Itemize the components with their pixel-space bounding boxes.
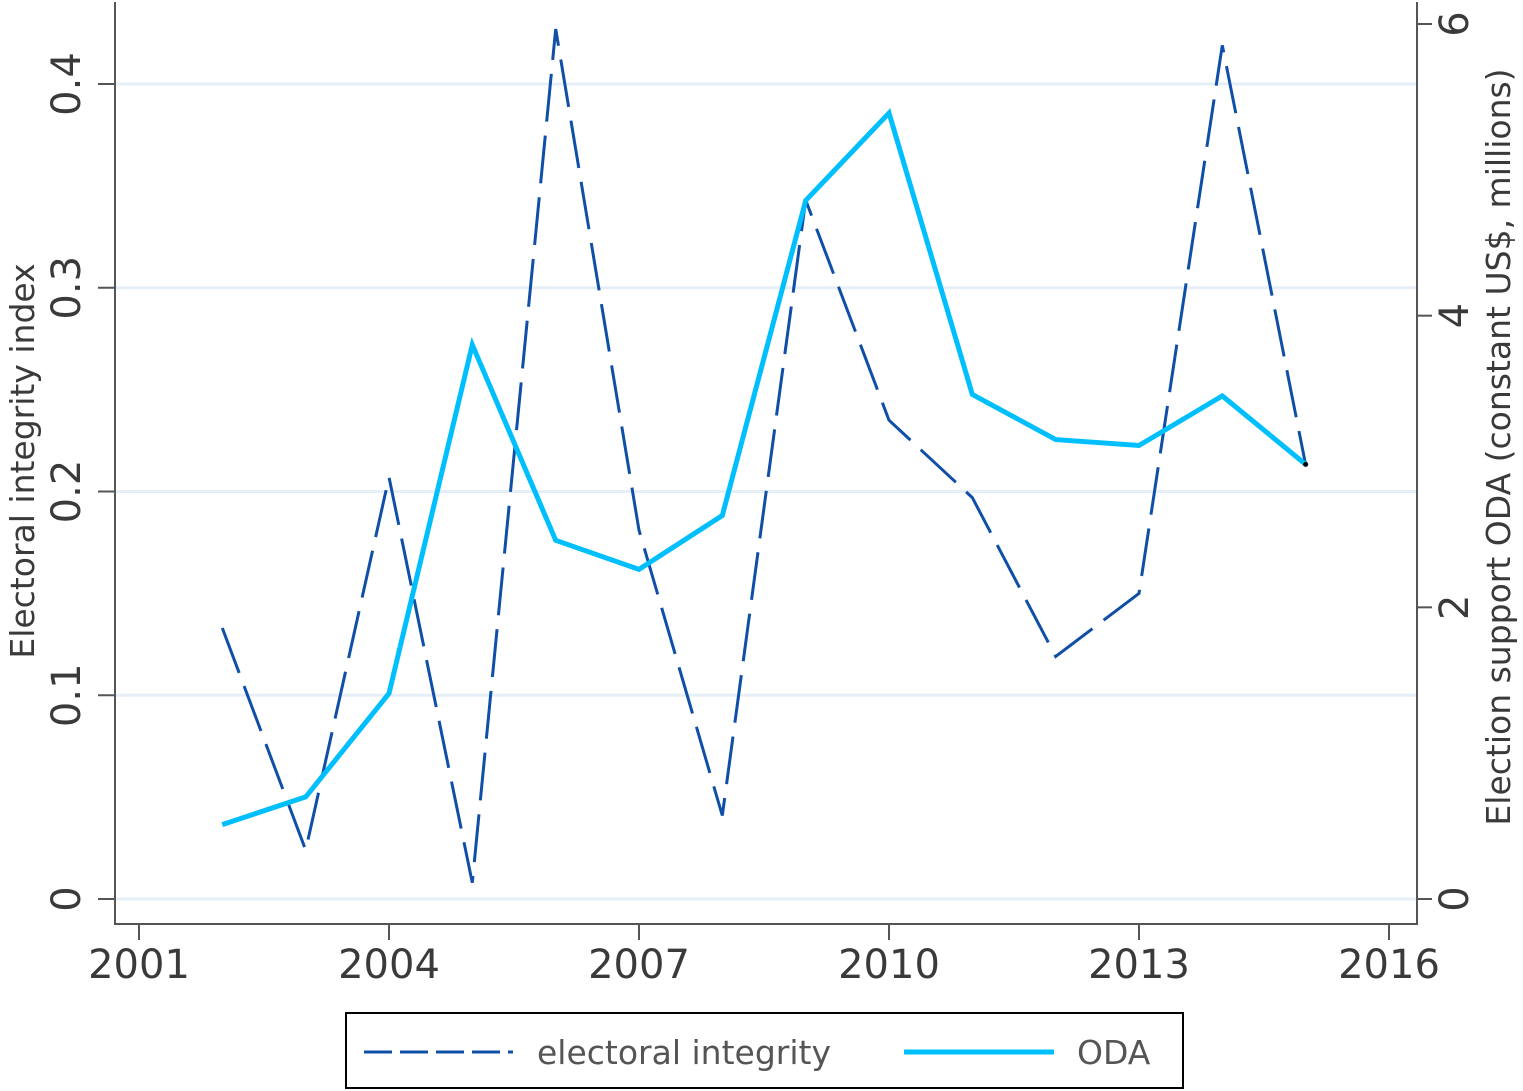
x-tick-label: 2013 (1088, 942, 1190, 988)
x-tick-label: 2004 (338, 942, 440, 988)
right-y-tick-label: 4 (1432, 303, 1478, 328)
left-y-tick-label: 0.3 (44, 256, 90, 320)
right-y-axis-ticks: 0 2 4 6 (1417, 11, 1478, 912)
x-tick-label: 2001 (88, 942, 190, 988)
left-y-axis-title: Electoral integrity index (3, 263, 42, 658)
axes (114, 2, 1418, 925)
right-y-tick-label: 6 (1432, 11, 1478, 36)
legend-label-electoral-integrity: electoral integrity (537, 1033, 831, 1072)
left-y-axis-ticks: 0 0.1 0.2 0.3 0.4 (44, 52, 115, 912)
legend: electoral integrity ODA (345, 1012, 1184, 1089)
right-y-tick-label: 2 (1432, 595, 1478, 620)
right-y-axis-title: Election support ODA (constant US$, mill… (1479, 68, 1518, 825)
x-axis-ticks: 2001 2004 2007 2010 2013 2016 (88, 924, 1440, 988)
left-y-tick-label: 0.4 (44, 52, 90, 116)
end-point-marker (1303, 461, 1309, 467)
left-y-tick-label: 0 (44, 886, 90, 911)
x-tick-label: 2007 (588, 942, 690, 988)
series-line-electoral-integrity (220, 28, 1308, 884)
x-tick-label: 2016 (1338, 942, 1440, 988)
left-y-tick-label: 0.1 (44, 663, 90, 727)
right-y-tick-label: 0 (1432, 886, 1478, 911)
series-lines (220, 28, 1309, 884)
x-tick-label: 2010 (838, 942, 940, 988)
legend-label-oda: ODA (1077, 1033, 1151, 1072)
series-line-ODA (221, 108, 1308, 827)
left-y-tick-label: 0.2 (44, 460, 90, 524)
